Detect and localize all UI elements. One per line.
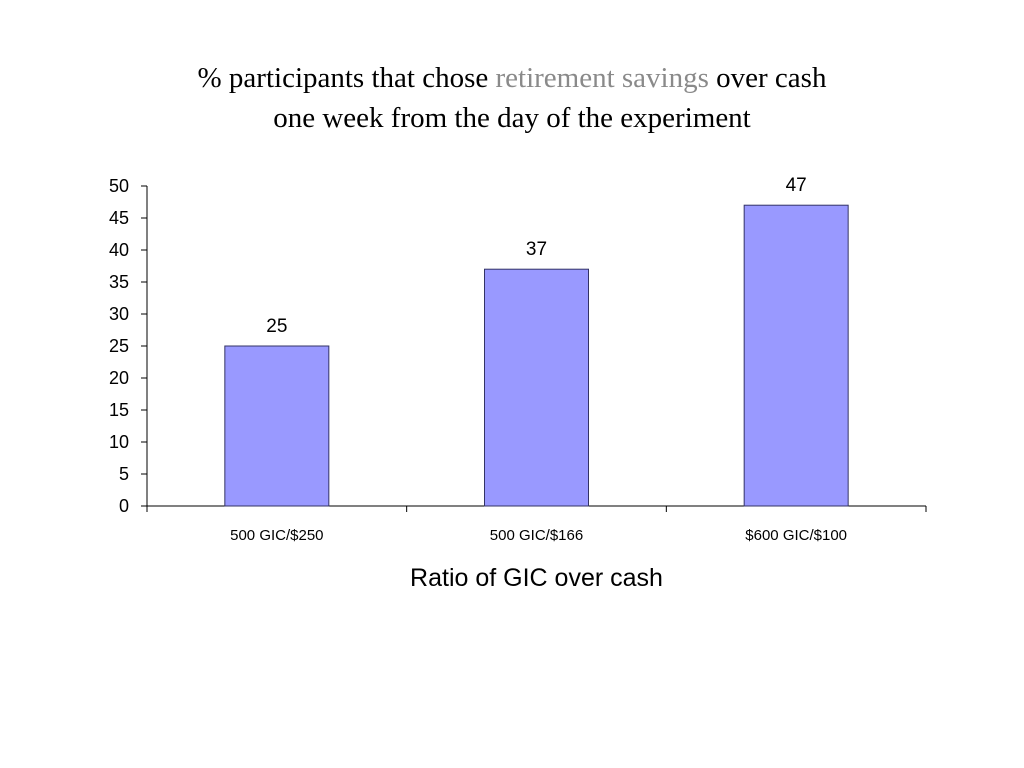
y-tick-label: 35 bbox=[109, 272, 129, 292]
bar-1 bbox=[224, 345, 330, 507]
y-tick-label: 40 bbox=[109, 240, 129, 260]
chart-title: % participants that chose retirement sav… bbox=[0, 58, 1024, 138]
y-tick-label: 5 bbox=[119, 464, 129, 484]
y-tick-label: 50 bbox=[109, 176, 129, 196]
title-text-before: % participants that chose bbox=[197, 62, 496, 94]
y-tick-label: 25 bbox=[109, 336, 129, 356]
y-tick-label: 0 bbox=[119, 496, 129, 516]
data-label-1: 25 bbox=[266, 316, 287, 337]
y-tick-label: 20 bbox=[109, 368, 129, 388]
y-tick-label: 45 bbox=[109, 208, 129, 228]
bars bbox=[224, 204, 849, 507]
y-axis: 0 5 10 15 20 25 30 35 40 45 50 bbox=[109, 176, 148, 516]
x-axis-label: Ratio of GIC over cash bbox=[410, 564, 663, 592]
y-tick-label: 10 bbox=[109, 432, 129, 452]
bar-2 bbox=[484, 268, 589, 507]
chart-title-line-2: one week from the day of the experiment bbox=[273, 102, 751, 134]
data-label-3: 47 bbox=[786, 175, 807, 196]
y-tick-label: 30 bbox=[109, 304, 129, 324]
category-label-1: 500 GIC/$250 bbox=[230, 527, 323, 544]
chart-title-line-1: % participants that chose retirement sav… bbox=[0, 58, 1024, 98]
title-highlight: retirement savings bbox=[495, 62, 709, 94]
data-labels: 25 37 47 bbox=[266, 175, 806, 337]
data-label-2: 37 bbox=[526, 239, 547, 260]
y-tick-label: 15 bbox=[109, 400, 129, 420]
title-text-after: over cash bbox=[708, 62, 827, 94]
bar-3 bbox=[743, 204, 849, 507]
category-label-2: 500 GIC/$166 bbox=[490, 527, 583, 544]
x-axis bbox=[146, 505, 927, 512]
category-labels: 500 GIC/$250 500 GIC/$166 $600 GIC/$100 bbox=[230, 527, 847, 544]
category-label-3: $600 GIC/$100 bbox=[745, 527, 847, 544]
